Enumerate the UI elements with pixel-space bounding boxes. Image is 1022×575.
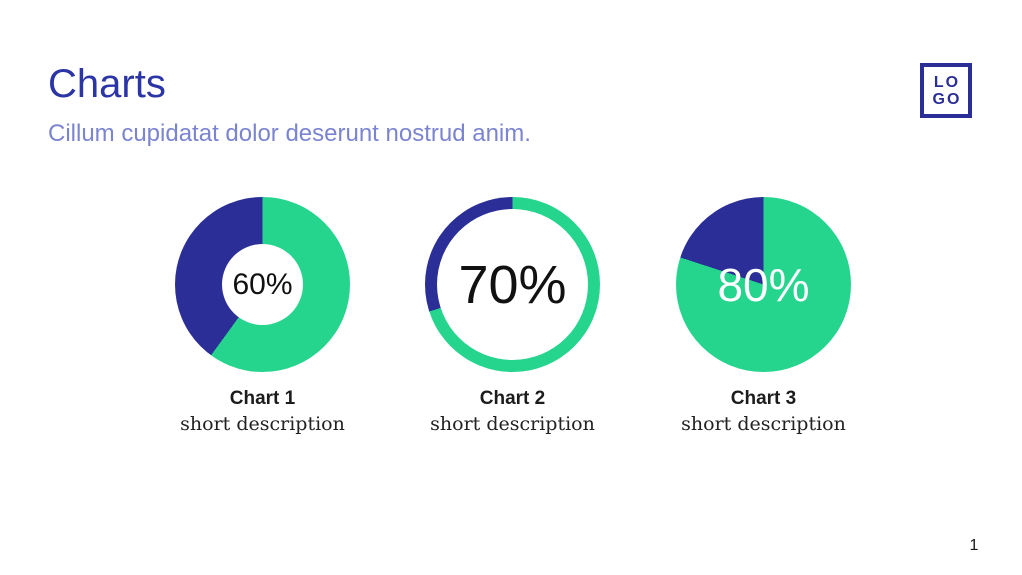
- chart-description: short description: [430, 413, 595, 435]
- pie-chart-80: 80%: [676, 197, 851, 372]
- ring-hole: [437, 209, 588, 360]
- chart-group-3: 80% Chart 3 short description: [676, 197, 851, 435]
- chart-title: Chart 2: [479, 388, 546, 409]
- logo-line-2: GO: [932, 90, 962, 108]
- logo: LO GO: [920, 63, 972, 118]
- page-number: 1: [969, 537, 979, 554]
- logo-line-1: LO: [933, 73, 961, 91]
- page-subtitle: Cillum cupidatat dolor deserunt nostrud …: [48, 120, 531, 147]
- chart-description: short description: [180, 413, 345, 435]
- chart-description: short description: [681, 413, 846, 435]
- chart-percentage-label: 80%: [717, 258, 810, 311]
- chart-percentage-label: 70%: [458, 254, 567, 315]
- chart-group-2: 70% Chart 2 short description: [425, 197, 600, 435]
- ring-chart-70: 70%: [425, 197, 600, 372]
- donut-hole: [222, 244, 303, 325]
- donut-chart-60: 60%: [175, 197, 350, 372]
- chart-title: Chart 3: [730, 388, 797, 409]
- chart-title: Chart 1: [229, 388, 296, 409]
- chart-group-1: 60% Chart 1 short description: [175, 197, 350, 435]
- page-title: Charts: [48, 62, 166, 106]
- chart-percentage-label: 60%: [232, 267, 293, 301]
